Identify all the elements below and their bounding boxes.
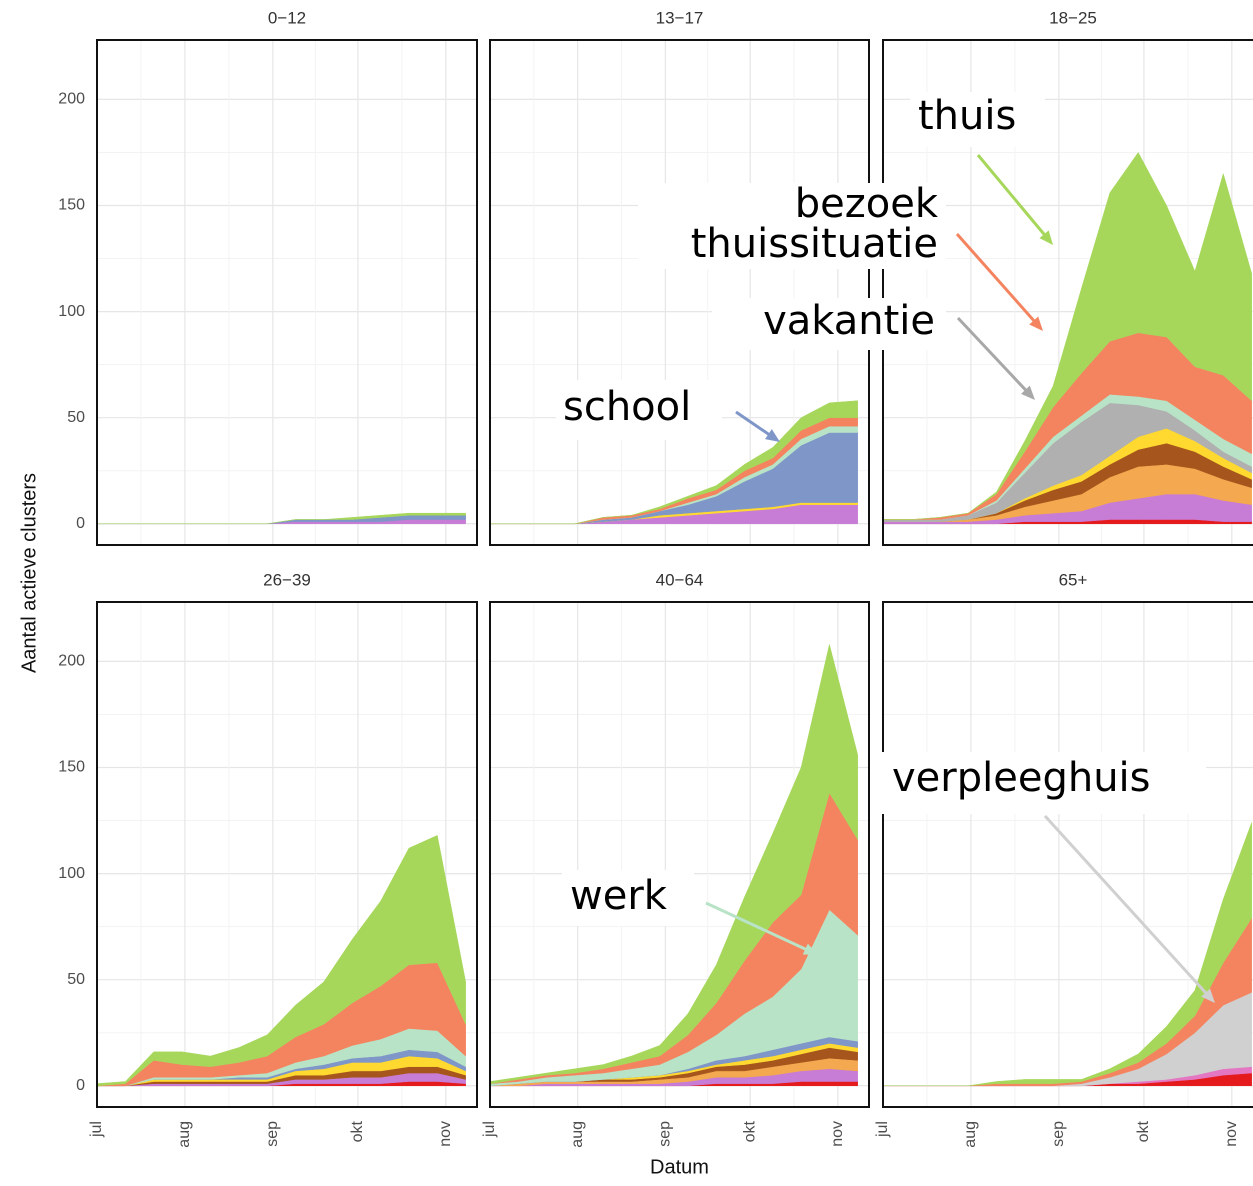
x-tick-label: sep bbox=[264, 1121, 281, 1147]
annotation-label: thuis bbox=[918, 93, 1016, 139]
x-tick-label: jul bbox=[88, 1121, 105, 1138]
x-tick-label: nov bbox=[829, 1121, 846, 1147]
panel bbox=[490, 602, 869, 1107]
area bbox=[883, 151, 1252, 520]
annotation-label: werk bbox=[570, 873, 668, 919]
annotation-arrowhead bbox=[765, 429, 780, 442]
area bbox=[490, 400, 858, 525]
annotation-box bbox=[870, 752, 1206, 814]
annotation-label: school bbox=[563, 384, 691, 430]
annotation-arrow bbox=[1043, 814, 1209, 996]
annotation-label: verpleeghuis bbox=[892, 755, 1151, 801]
strip-label: 18−25 bbox=[1049, 8, 1097, 27]
area bbox=[490, 644, 858, 1084]
panel-border bbox=[489, 601, 870, 1108]
panel bbox=[97, 602, 477, 1107]
area bbox=[97, 512, 466, 525]
panel bbox=[97, 40, 477, 545]
annotation-box bbox=[556, 380, 722, 440]
annotation-box bbox=[638, 183, 946, 269]
panel-border bbox=[882, 601, 1253, 1108]
annotation-arrowhead bbox=[1029, 316, 1043, 331]
y-tick-label: 50 bbox=[67, 971, 85, 988]
annotation-box bbox=[562, 870, 694, 926]
y-tick-label: 100 bbox=[58, 865, 85, 882]
y-tick-label: 200 bbox=[58, 653, 85, 670]
x-tick-label: okt bbox=[741, 1120, 758, 1142]
strip-label: 13−17 bbox=[656, 8, 704, 27]
annotation-arrow bbox=[955, 233, 1037, 324]
annotation-arrowhead bbox=[1201, 988, 1215, 1003]
panel-border bbox=[96, 39, 478, 546]
annotation-arrow bbox=[956, 316, 1029, 393]
y-tick-label: 150 bbox=[58, 197, 85, 214]
annotation-arrowhead bbox=[802, 943, 818, 955]
strip-label: 40−64 bbox=[656, 570, 704, 589]
x-tick-label: jul bbox=[874, 1121, 891, 1138]
panel-background bbox=[97, 40, 477, 545]
annotation-arrowhead bbox=[1039, 230, 1053, 245]
x-tick-label: aug bbox=[569, 1121, 586, 1148]
y-tick-label: 200 bbox=[58, 91, 85, 108]
x-tick-label: nov bbox=[437, 1121, 454, 1147]
panel-border bbox=[882, 39, 1253, 546]
y-tick-label: 150 bbox=[58, 759, 85, 776]
area bbox=[97, 835, 466, 1087]
strip-label: 65+ bbox=[1059, 570, 1088, 589]
x-tick-label: okt bbox=[1135, 1120, 1152, 1142]
annotation-arrow bbox=[705, 901, 809, 952]
panel-border bbox=[96, 601, 478, 1108]
y-tick-label: 0 bbox=[76, 515, 85, 532]
x-tick-label: sep bbox=[1050, 1121, 1067, 1147]
annotation-box bbox=[910, 92, 1045, 147]
panel bbox=[883, 602, 1253, 1107]
x-tick-label: sep bbox=[657, 1121, 674, 1147]
strip-label: 26−39 bbox=[263, 570, 311, 589]
x-axis-title: Datum bbox=[650, 1156, 709, 1178]
x-tick-label: okt bbox=[349, 1120, 366, 1142]
y-tick-label: 50 bbox=[67, 409, 85, 426]
x-tick-label: aug bbox=[962, 1121, 979, 1148]
x-tick-label: jul bbox=[481, 1121, 498, 1138]
strip-label: 0−12 bbox=[268, 8, 306, 27]
y-tick-label: 0 bbox=[76, 1077, 85, 1094]
annotation-label: vakantie bbox=[763, 298, 935, 344]
annotation-label: thuissituatie bbox=[691, 221, 938, 267]
annotation-arrow bbox=[976, 154, 1047, 238]
annotation-box bbox=[712, 298, 946, 350]
x-tick-label: aug bbox=[176, 1121, 193, 1148]
y-axis-title: Aantal actieve clusters bbox=[18, 473, 40, 673]
annotation-label: bezoek bbox=[795, 181, 939, 227]
y-tick-label: 100 bbox=[58, 303, 85, 320]
area bbox=[883, 822, 1252, 1087]
x-tick-label: nov bbox=[1223, 1121, 1240, 1147]
annotation-arrowhead bbox=[1021, 385, 1035, 400]
annotation-arrow bbox=[735, 410, 772, 437]
panel bbox=[490, 40, 869, 545]
panel-border bbox=[489, 39, 870, 546]
